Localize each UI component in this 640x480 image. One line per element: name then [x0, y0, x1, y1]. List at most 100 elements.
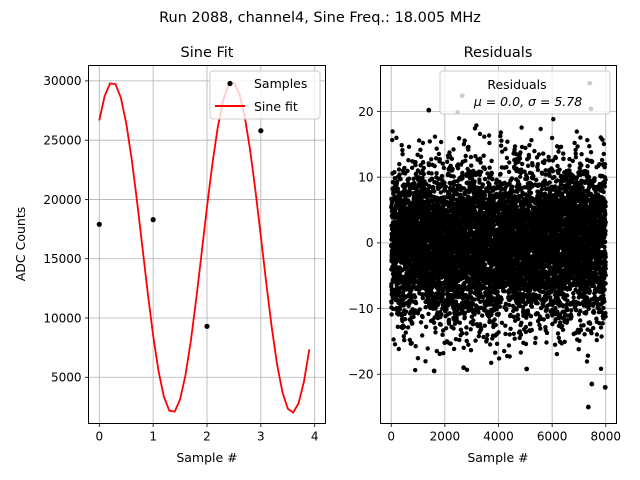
residual-point — [450, 166, 455, 172]
residual-point — [507, 332, 512, 337]
residual-point — [437, 157, 442, 162]
residual-point — [446, 171, 451, 176]
residual-point — [489, 158, 494, 164]
residual-point — [406, 198, 411, 203]
residual-point — [498, 143, 504, 148]
sample-point — [258, 128, 264, 134]
residual-point — [392, 342, 398, 347]
residual-point — [504, 165, 509, 170]
residual-point — [476, 310, 481, 315]
residual-point — [472, 179, 477, 184]
residual-point — [395, 186, 401, 191]
residual-point — [498, 171, 503, 177]
residual-point — [517, 156, 523, 161]
residual-point — [486, 133, 492, 138]
residual-point — [489, 171, 494, 176]
residual-point — [398, 176, 403, 182]
residual-point — [457, 337, 462, 343]
residual-point — [503, 331, 508, 337]
residual-point — [515, 312, 521, 318]
residual-point — [451, 147, 456, 152]
residual-point — [507, 160, 512, 165]
residual-point — [484, 336, 489, 342]
residual-point — [447, 317, 452, 323]
residual-point — [520, 161, 525, 167]
sine-fit-ytick-label: 5000 — [51, 371, 82, 385]
residual-point — [517, 174, 523, 179]
residual-point — [392, 170, 397, 175]
residual-point — [446, 209, 451, 215]
residual-point — [402, 316, 408, 322]
residual-point — [508, 326, 513, 331]
residual-point — [389, 312, 394, 317]
sine-fit-title: Sine Fit — [181, 45, 234, 61]
residual-point — [398, 193, 403, 198]
residual-point — [432, 189, 437, 194]
residual-point — [400, 152, 405, 157]
residual-point — [425, 346, 430, 351]
residual-point — [421, 171, 426, 177]
sine-fit-ytick-label: 25000 — [43, 133, 81, 147]
residual-point — [406, 158, 411, 163]
sample-point — [204, 323, 210, 329]
residual-point — [493, 322, 498, 328]
residual-point — [478, 327, 484, 332]
sine-fit-xlabel: Sample # — [176, 450, 237, 465]
residual-point — [426, 311, 431, 317]
residual-point — [492, 317, 497, 322]
residuals-title: Residuals — [464, 45, 533, 61]
residual-point — [434, 348, 439, 354]
residual-point — [482, 166, 487, 172]
residual-point — [392, 176, 397, 181]
residual-point — [439, 173, 445, 179]
residual-point — [415, 356, 421, 361]
residual-point — [482, 134, 487, 139]
residual-point — [491, 223, 496, 228]
residual-point — [443, 184, 448, 189]
residual-point — [418, 154, 424, 159]
sine-fit-ytick-label: 30000 — [43, 74, 81, 88]
residual-point — [423, 305, 428, 310]
residual-point — [420, 314, 425, 320]
residual-point — [451, 346, 457, 352]
residual-point — [438, 322, 443, 327]
sine-fit-xtick-label: 3 — [257, 430, 265, 444]
residual-point — [482, 323, 487, 328]
residual-point — [402, 165, 407, 171]
sine-fit-plot-area — [96, 81, 311, 414]
residual-point — [401, 334, 406, 339]
residual-point — [510, 184, 515, 189]
residual-point — [518, 150, 523, 155]
residual-point — [433, 330, 438, 335]
residual-point — [436, 176, 441, 181]
residual-point — [406, 144, 412, 149]
residual-point — [451, 174, 456, 179]
residual-point — [473, 338, 478, 343]
residual-point — [393, 260, 398, 266]
residual-point — [405, 325, 411, 330]
residual-point — [478, 156, 483, 161]
residual-point — [428, 190, 433, 195]
residual-point — [504, 307, 509, 312]
residual-point — [410, 321, 415, 326]
residual-point — [412, 294, 418, 300]
residual-point — [396, 346, 401, 352]
residual-point — [401, 324, 407, 329]
residual-point — [395, 179, 400, 184]
residual-point — [418, 320, 424, 325]
residual-point — [509, 176, 515, 181]
residual-point — [429, 176, 435, 181]
residual-point — [444, 307, 449, 312]
residual-point — [506, 343, 512, 348]
residual-point — [420, 140, 426, 146]
residual-point — [460, 176, 465, 181]
residual-point — [460, 331, 465, 336]
residual-point — [427, 139, 432, 144]
residual-point — [478, 160, 483, 165]
residual-point — [451, 326, 456, 331]
residual-point — [439, 312, 444, 317]
residual-point — [505, 139, 510, 144]
residual-point — [453, 299, 459, 304]
residual-point — [496, 311, 501, 316]
residual-point — [413, 367, 418, 373]
